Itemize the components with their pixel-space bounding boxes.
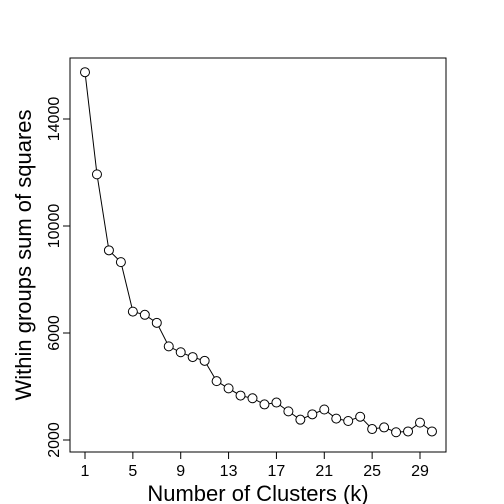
data-point <box>151 317 162 328</box>
x-axis: 1 5 9 13 17 21 25 29 <box>81 451 429 480</box>
data-point <box>199 355 210 366</box>
data-point <box>415 417 425 428</box>
data-point <box>163 341 174 352</box>
plot-frame <box>69 57 447 453</box>
data-point <box>367 424 378 435</box>
x-tick-label: 13 <box>220 463 238 480</box>
data-point <box>295 414 306 425</box>
x-axis-title: Number of Clusters (k) <box>147 481 368 504</box>
y-axis-title: Within groups sum of squares <box>11 109 36 400</box>
data-point <box>283 406 294 417</box>
x-tick-label: 25 <box>363 463 381 480</box>
data-point <box>187 352 198 363</box>
y-tick-label: 10000 <box>46 204 63 249</box>
data-point <box>426 426 437 437</box>
data-point <box>247 393 258 404</box>
data-point <box>80 67 90 78</box>
data-point <box>379 422 390 433</box>
data-point <box>115 257 126 268</box>
x-tick-label: 9 <box>176 463 185 480</box>
data-point <box>307 409 318 420</box>
data-point <box>343 416 354 427</box>
data-point <box>175 347 186 358</box>
y-tick-label: 6000 <box>46 315 63 351</box>
x-tick-label: 5 <box>128 463 137 480</box>
data-point <box>223 383 234 394</box>
data-point <box>91 169 102 180</box>
y-axis: 2000 6000 10000 14000 <box>46 97 71 458</box>
data-point <box>319 404 330 415</box>
x-tick-label: 29 <box>411 463 429 480</box>
x-tick-label: 21 <box>315 463 333 480</box>
x-tick-label: 1 <box>81 463 90 480</box>
data-point <box>391 427 402 438</box>
data-point <box>127 306 138 317</box>
data-point <box>139 309 150 320</box>
series-layer <box>80 67 437 438</box>
data-point <box>211 376 222 387</box>
data-point <box>403 426 414 437</box>
x-tick-label: 17 <box>268 463 286 480</box>
data-point <box>259 399 270 410</box>
y-tick-label: 14000 <box>46 97 63 142</box>
series-line <box>84 72 433 433</box>
data-point <box>271 397 282 408</box>
data-point <box>235 390 246 401</box>
data-point <box>331 413 342 424</box>
data-point <box>103 245 114 256</box>
data-point <box>355 411 366 422</box>
y-tick-label: 2000 <box>46 422 63 458</box>
